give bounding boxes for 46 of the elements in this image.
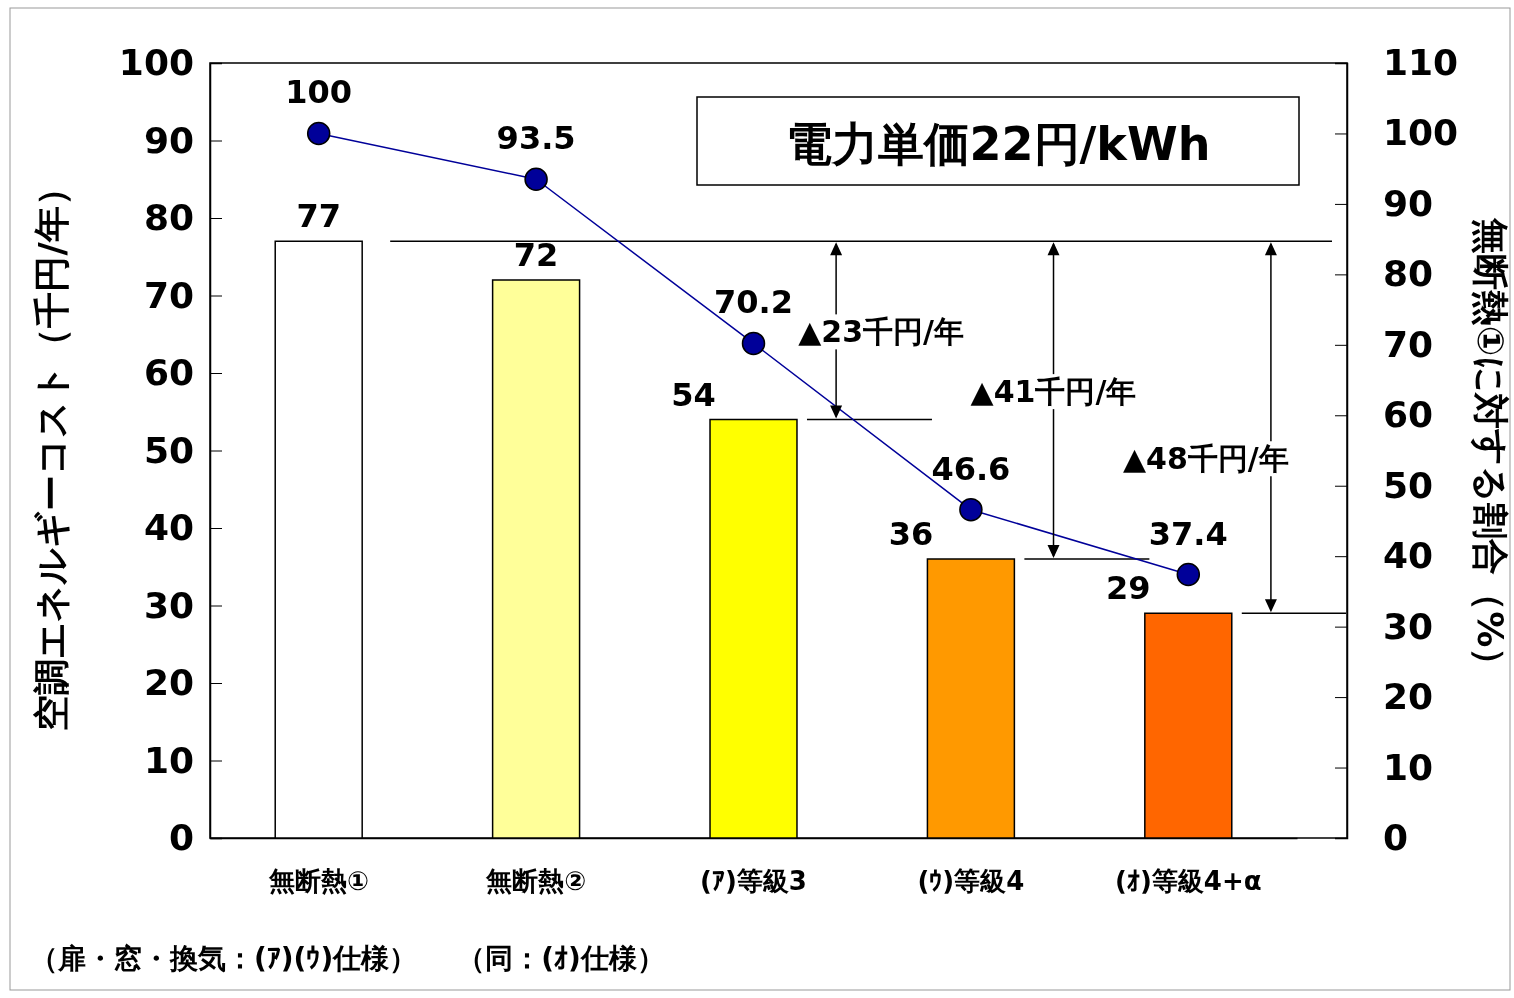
y-tick-label: 90	[143, 119, 194, 161]
annotation: ▲41千円/年	[970, 374, 1137, 410]
y2-tick-label: 10	[1383, 746, 1434, 788]
y2-tick-label: 110	[1383, 42, 1459, 84]
y2-tick-label: 50	[1383, 464, 1434, 506]
data-label: 100	[285, 73, 353, 112]
data-label: 54	[671, 375, 716, 414]
data-label: 36	[888, 515, 934, 553]
y2-tick-label: 40	[1383, 535, 1434, 577]
x-tick-label: 無断熱①	[267, 866, 369, 897]
y-tick-label: 70	[143, 274, 194, 316]
data-label: 70.2	[714, 283, 793, 322]
y-tick-label: 30	[143, 584, 194, 626]
data-label: 93.5	[496, 119, 576, 158]
y2-tick-label: 60	[1383, 394, 1434, 436]
text: （扉・窓・換気：(ｱ)(ｳ)仕様）	[30, 942, 418, 975]
y2-tick-label: 0	[1383, 817, 1409, 859]
data-label: 77	[296, 197, 341, 236]
y2-tick-label: 100	[1383, 112, 1459, 154]
text-box: 電力単価22円/kWh	[696, 96, 1300, 186]
x-tick-label: (ｳ)等級4	[917, 866, 1025, 897]
data-label: 29	[1106, 569, 1151, 608]
y-axis-title: 空調エネルギーコスト（千円/年）	[31, 170, 72, 731]
y-tick-label: 20	[143, 662, 194, 704]
x-tick-label: 無断熱②	[485, 866, 587, 897]
y-tick-label: 50	[143, 429, 194, 471]
y-tick-label: 40	[143, 507, 194, 549]
y-tick-label: 10	[143, 739, 194, 781]
x-tick-label: (ｱ)等級3	[700, 866, 807, 897]
data-label: 46.6	[931, 449, 1011, 488]
y-tick-label: 80	[143, 197, 194, 239]
y2-tick-label: 20	[1383, 676, 1434, 718]
text: （同：(ｵ)仕様）	[457, 942, 665, 975]
y2-tick-label: 80	[1383, 253, 1434, 295]
y-tick-label: 60	[143, 352, 194, 394]
annotation: ▲23千円/年	[798, 314, 964, 350]
y-tick-label: 100	[118, 42, 194, 84]
data-label: 37.4	[1148, 514, 1228, 553]
y2-axis-title: 無断熱①に対する割合（%）	[1470, 216, 1511, 684]
x-tick-label: (ｵ)等級4+α	[1115, 866, 1262, 897]
data-label: 72	[513, 236, 559, 274]
annotation: ▲48千円/年	[1123, 441, 1289, 477]
y-tick-label: 0	[168, 817, 194, 859]
y2-tick-label: 30	[1383, 605, 1434, 647]
y2-tick-label: 70	[1383, 323, 1434, 365]
y2-tick-label: 90	[1383, 182, 1434, 224]
